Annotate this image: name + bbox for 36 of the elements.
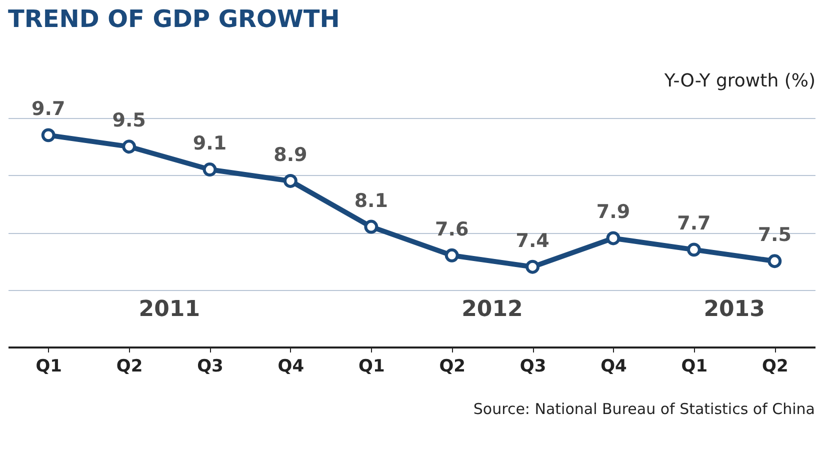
- annotation: 2011: [138, 297, 200, 322]
- data-label: 7.7: [677, 212, 711, 235]
- point: [686, 242, 701, 257]
- annotation: 2013: [704, 297, 765, 322]
- chart-title: TREND OF GDP GROWTH: [8, 5, 340, 33]
- x-tick-label: Q3: [197, 356, 224, 376]
- data-label: 7.6: [435, 218, 469, 240]
- point: [41, 128, 56, 142]
- point: [444, 248, 459, 262]
- annotation: 2012: [462, 297, 523, 322]
- point: [526, 260, 540, 274]
- x-tick-label: Q4: [278, 356, 304, 376]
- point: [606, 231, 620, 246]
- point: [202, 162, 217, 176]
- x-tick-label: Q2: [116, 356, 143, 376]
- x-tick-label: Q1: [681, 356, 708, 376]
- data-label: 7.5: [758, 224, 792, 246]
- x-tick-label: Q1: [358, 356, 385, 376]
- data-label: 8.1: [354, 190, 388, 212]
- data-label: 7.4: [516, 230, 550, 252]
- point: [122, 140, 136, 154]
- data-label: 9.5: [112, 110, 146, 132]
- data-label: 8.9: [274, 144, 308, 166]
- point: [768, 254, 782, 268]
- data-label: 9.1: [192, 132, 227, 155]
- x-tick-label: Q1: [36, 356, 62, 376]
- point: [283, 174, 298, 188]
- x-tick-label: Q2: [439, 356, 466, 376]
- x-tick-label: Q3: [520, 356, 546, 376]
- y-axis-title: Y-O-Y growth (%): [663, 70, 816, 92]
- data-label: 9.7: [32, 98, 66, 120]
- data-label: 7.9: [596, 201, 630, 224]
- source-note: Source: National Bureau of Statistics of China: [473, 400, 815, 418]
- x-tick-label: Q4: [600, 356, 628, 376]
- x-tick-label: Q2: [762, 356, 788, 376]
- point: [364, 220, 378, 234]
